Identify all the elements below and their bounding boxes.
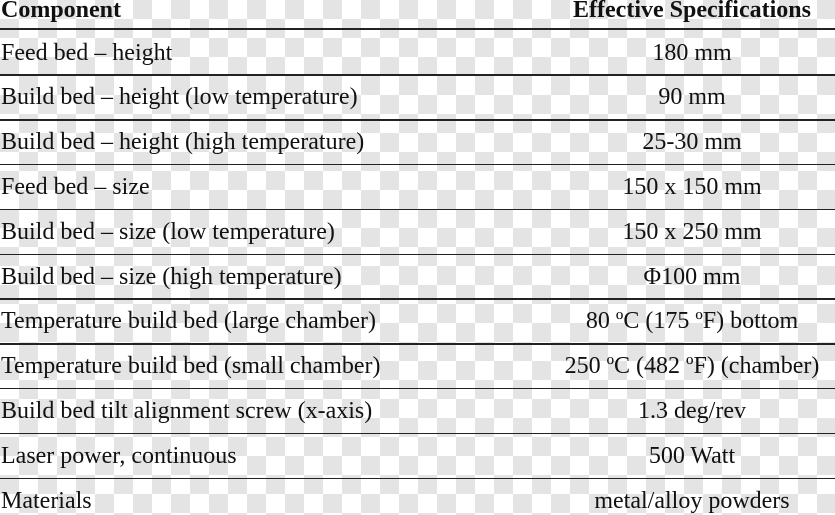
- component-cell: Build bed – size (high temperature): [1, 263, 342, 290]
- component-cell: Temperature build bed (large chamber): [1, 308, 377, 335]
- component-cell: Build bed – size (low temperature): [1, 218, 335, 245]
- header-cell: Component: [1, 0, 122, 23]
- row-rule: [0, 163, 835, 166]
- component-cell: Feed bed – height: [1, 39, 173, 66]
- spec-cell: 1.3 deg/rev: [638, 397, 746, 424]
- header-cell: Effective Specifications: [573, 0, 811, 23]
- spec-cell: 80 ºC (175 ºF) bottom: [585, 308, 799, 335]
- header-rule: [0, 28, 835, 30]
- row-rule: [0, 253, 835, 255]
- component-cell: Materials: [1, 487, 92, 514]
- spec-cell: 250 ºC (482 ºF) (chamber): [564, 353, 820, 380]
- component-cell: Feed bed – size: [1, 173, 150, 200]
- row-rule: [0, 119, 835, 121]
- spec-cell: metal/alloy powders: [594, 487, 790, 514]
- component-cell: Temperature build bed (small chamber): [1, 353, 381, 380]
- row-rule: [0, 387, 835, 390]
- spec-cell: 90 mm: [658, 84, 726, 111]
- component-cell: Build bed tilt alignment screw (x-axis): [1, 397, 373, 424]
- row-rule: [0, 343, 835, 345]
- spec-cell: 180 mm: [652, 39, 732, 66]
- spec-cell: 150 x 250 mm: [622, 218, 762, 245]
- component-cell: Laser power, continuous: [1, 442, 237, 469]
- row-rule: [0, 432, 835, 435]
- spec-cell: Φ100 mm: [643, 263, 741, 290]
- spec-cell: 150 x 150 mm: [622, 173, 762, 200]
- row-rule: [0, 477, 835, 479]
- component-cell: Build bed – height (low temperature): [1, 84, 358, 111]
- row-rule: [0, 208, 835, 211]
- spec-cell: 500 Watt: [648, 442, 736, 469]
- row-rule: [0, 74, 835, 76]
- row-rule: [0, 298, 835, 300]
- component-cell: Build bed – height (high temperature): [1, 129, 365, 156]
- spec-cell: 25-30 mm: [642, 129, 742, 156]
